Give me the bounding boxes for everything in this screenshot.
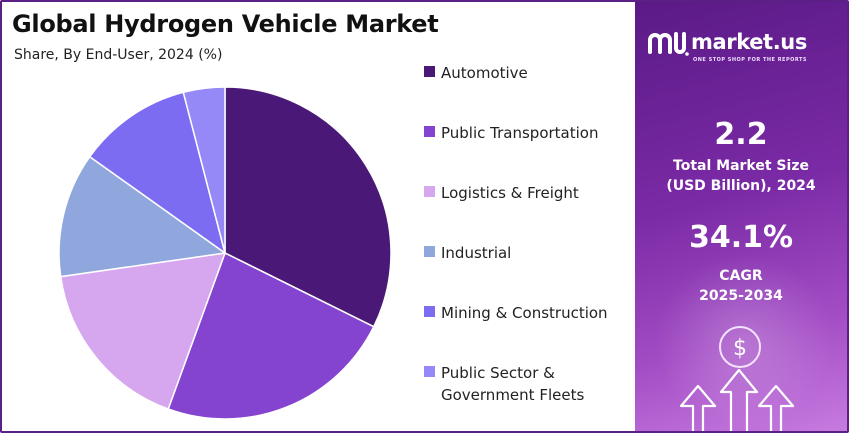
legend-item: Public Sector & Government Fleets [424, 362, 584, 406]
pie-svg [58, 86, 392, 420]
pie-chart [52, 80, 398, 426]
pie-slice-industrial [58, 155, 227, 278]
market-size-label: Total Market Size (USD Billion), 2024 [666, 158, 816, 194]
legend-swatch [424, 66, 435, 77]
arrow-up-icon [679, 368, 795, 431]
pie-slice-automotive [224, 86, 392, 328]
legend-label: Mining & Construction [441, 304, 608, 322]
brand: market.us ONE STOP SHOP FOR THE REPORTS [647, 26, 837, 66]
legend-swatch [424, 126, 435, 137]
pie-slice-logistics-freight [59, 252, 227, 410]
legend-item: Logistics & Freight [424, 182, 579, 204]
pie-slice-public-sector-government-fleets [182, 86, 226, 254]
legend-swatch [424, 246, 435, 257]
chart-subtitle: Share, By End-User, 2024 (%) [14, 47, 223, 63]
legend-swatch [424, 306, 435, 317]
legend-label: Logistics & Freight [441, 184, 579, 202]
pie-slice-public-transportation [167, 251, 375, 420]
market-size-value: 2.2 [714, 117, 768, 152]
dollar-symbol: $ [733, 336, 747, 361]
legend-swatch [424, 366, 435, 377]
cagr-value: 34.1% [688, 220, 794, 255]
legend-item: Mining & Construction [424, 302, 608, 324]
legend-label: Public Transportation [441, 124, 599, 142]
chart-title: Global Hydrogen Vehicle Market [12, 10, 439, 38]
legend-item: Public Transportation [424, 122, 598, 144]
pie-slice-mining-construction [88, 91, 227, 255]
legend-item: Automotive [424, 62, 528, 84]
brand-name: market.us [691, 30, 807, 54]
legend-label: Automotive [441, 64, 528, 82]
cagr-label: CAGR 2025-2034 [699, 268, 783, 304]
legend-label: Public Sector & Government Fleets [441, 364, 585, 404]
dollar-icon: $ [719, 326, 761, 368]
legend-label: Industrial [441, 244, 512, 262]
growth-decoration: $ [679, 326, 795, 431]
brand-tagline: ONE STOP SHOP FOR THE REPORTS [693, 57, 808, 63]
side-panel: market.us ONE STOP SHOP FOR THE REPORTS … [635, 2, 847, 431]
legend-swatch [424, 186, 435, 197]
legend-item: Industrial [424, 242, 511, 264]
market-us-logo-icon [648, 32, 689, 56]
